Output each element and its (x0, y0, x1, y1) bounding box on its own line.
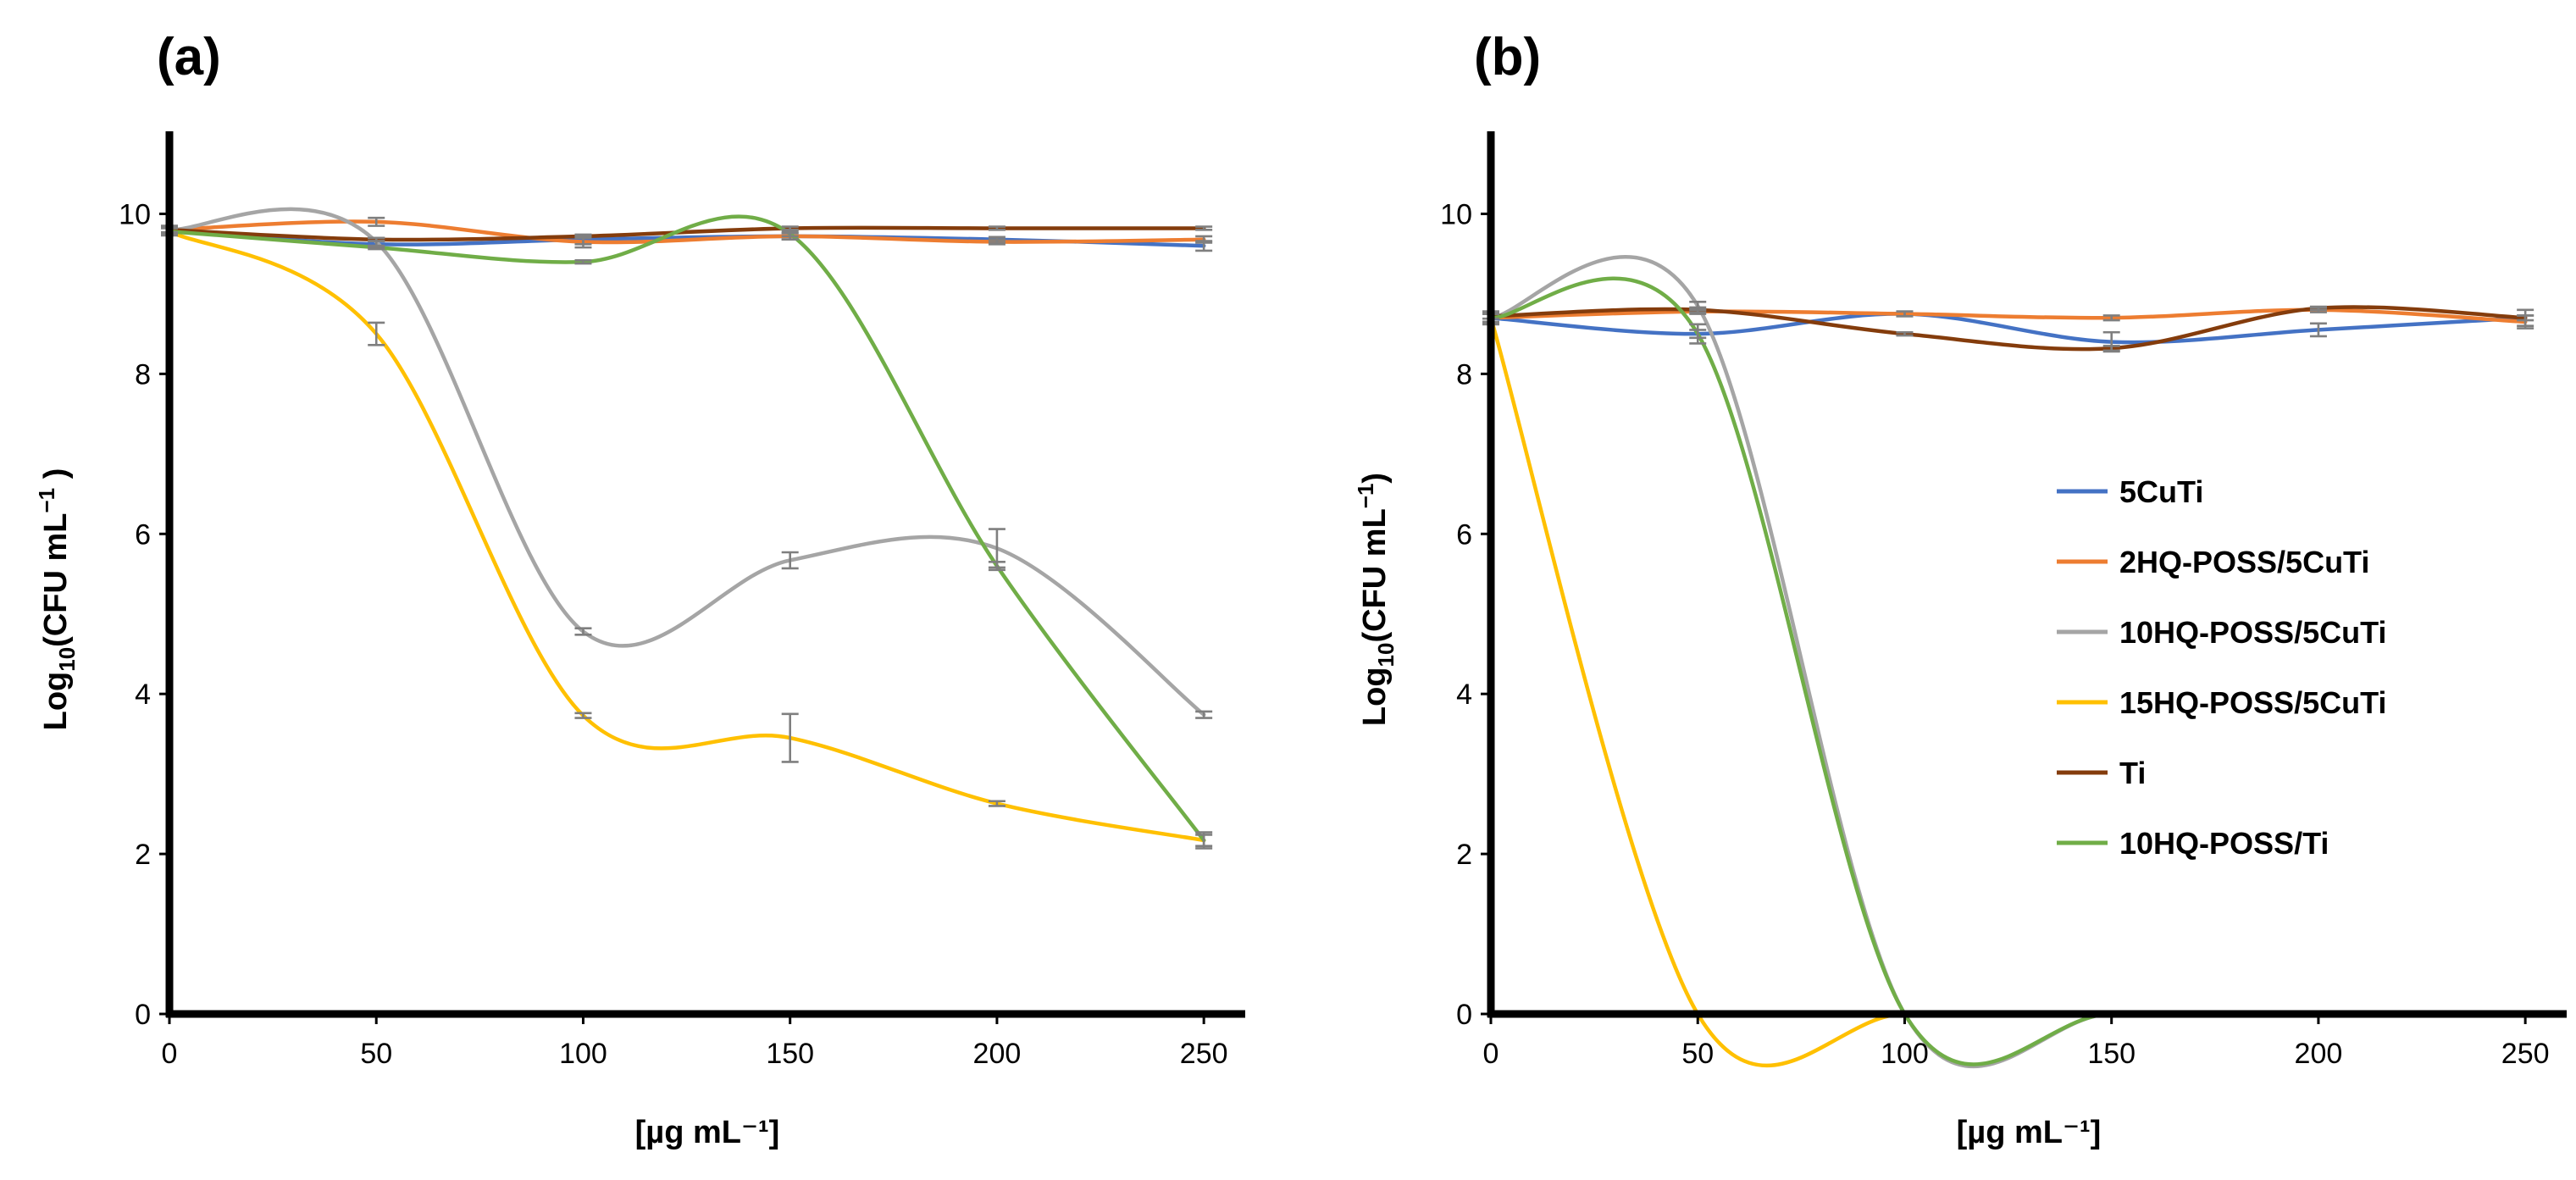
y-tick-label: 2 (1456, 839, 1472, 871)
x-tick-label: 50 (1681, 1038, 1714, 1070)
error-bar-15hq-poss-5cuti (988, 800, 1005, 807)
y-tick-label: 10 (1440, 198, 1472, 230)
series-line-ti (1488, 305, 2528, 352)
error-bar-ti (2102, 345, 2120, 352)
series-line-2hq-poss-5cuti (1488, 307, 2528, 324)
y-axis-title: Log10(CFU mL−1 ) (34, 468, 80, 731)
error-bar-ti (781, 225, 799, 231)
series-line-10hq-poss-5cuti (167, 207, 1206, 717)
x-tick-label: 200 (973, 1038, 1022, 1070)
error-bar-ti (368, 236, 385, 242)
x-tick-label: 150 (2087, 1038, 2136, 1070)
legend: 5CuTi 2HQ-POSS/5CuTi 10HQ-POSS/5CuTi 15HQ-P… (2057, 474, 2386, 861)
error-bar-ti (988, 225, 1005, 231)
series-line-5cuti (1488, 312, 2528, 345)
legend-item-2hq-poss-5cuti: 2HQ-POSS/5CuTi (2057, 545, 2369, 579)
legend-item-ti: Ti (2057, 756, 2146, 790)
series-line-10hq-poss-5cuti (1488, 255, 2528, 1069)
legend-label: Ti (2119, 756, 2146, 790)
legend-item-15hq-poss-5cuti: 15HQ-POSS/5CuTi (2057, 685, 2386, 720)
error-bar-ti (2517, 314, 2534, 322)
y-tick-label: 2 (135, 839, 151, 871)
y-tick-label: 4 (1456, 679, 1472, 711)
error-bar-10hq-poss-ti (781, 230, 799, 238)
legend-item-5cuti: 5CuTi (2057, 474, 2203, 509)
x-axis-title: [µg mL⁻¹] (635, 1115, 780, 1150)
series-group (1482, 255, 2534, 1069)
error-bar-ti (1689, 306, 1707, 313)
legend-label: 10HQ-POSS/5CuTi (2119, 615, 2386, 650)
y-tick-label: 6 (135, 518, 151, 551)
series-group (161, 207, 1213, 850)
x-tick-label: 150 (766, 1038, 814, 1070)
legend-item-10hq-poss-ti: 10HQ-POSS/Ti (2057, 826, 2329, 861)
error-bar-10hq-poss-ti (1195, 831, 1213, 850)
error-bar-2hq-poss-5cuti (1195, 235, 1213, 244)
series-line-10hq-poss-ti (1488, 276, 2528, 1066)
y-axis-title-part: −1 (1353, 484, 1378, 509)
legend-label: 15HQ-POSS/5CuTi (2119, 685, 2386, 720)
x-tick-label: 200 (2295, 1038, 2343, 1070)
y-axis-title-part: ) (1357, 473, 1393, 484)
series-line-15hq-poss-5cuti (167, 229, 1206, 843)
y-axis-title-part: Log (1357, 667, 1393, 726)
error-bar-15hq-poss-5cuti (574, 712, 592, 719)
y-tick-label: 8 (135, 358, 151, 391)
error-bar-10hq-poss-ti (1689, 323, 1707, 345)
x-tick-label: 0 (162, 1038, 178, 1070)
y-tick-label: 8 (1456, 358, 1472, 391)
error-bar-10hq-poss-5cuti (1195, 710, 1213, 719)
error-bar-10hq-poss-ti (988, 561, 1005, 572)
series-line-ti (167, 225, 1206, 242)
y-tick-label: 0 (1456, 999, 1472, 1031)
x-tick-label: 0 (1483, 1038, 1499, 1070)
error-bar-ti (1896, 330, 1914, 337)
error-bar-2hq-poss-5cuti (988, 238, 1005, 246)
error-bar-2hq-poss-5cuti (2102, 314, 2120, 322)
legend-label: 10HQ-POSS/Ti (2119, 826, 2329, 861)
y-axis-title: Log10(CFU mL−1) (1353, 473, 1399, 726)
panel-label: (b) (1474, 28, 1541, 86)
error-bar-15hq-poss-5cuti (368, 321, 385, 346)
legend-label: 5CuTi (2119, 474, 2203, 509)
panel-label: (a) (157, 28, 221, 86)
x-tick-label: 250 (1180, 1038, 1228, 1070)
y-tick-label: 10 (119, 198, 151, 230)
y-tick-label: 0 (135, 999, 151, 1031)
y-tick-label: 4 (135, 679, 151, 711)
error-bar-ti (574, 233, 592, 240)
legend-item-10hq-poss-5cuti: 10HQ-POSS/5CuTi (2057, 615, 2386, 650)
y-axis-title-part: Log (38, 672, 74, 731)
error-bar-10hq-poss-ti (368, 244, 385, 251)
x-tick-label: 100 (1881, 1038, 1929, 1070)
legend-label: 2HQ-POSS/5CuTi (2119, 545, 2369, 579)
error-bar-5cuti (2309, 322, 2327, 338)
y-axis-title-part: (CFU mL (1357, 508, 1393, 642)
error-bar-15hq-poss-5cuti (781, 712, 799, 763)
y-axis-title-part: (CFU mL (38, 513, 74, 647)
error-bar-10hq-poss-5cuti (574, 627, 592, 636)
x-tick-label: 100 (559, 1038, 607, 1070)
error-bar-10hq-poss-5cuti (781, 551, 799, 570)
error-bar-10hq-poss-ti (574, 258, 592, 265)
error-bar-ti (1195, 225, 1213, 231)
x-tick-label: 250 (2501, 1038, 2550, 1070)
error-bar-2hq-poss-5cuti (368, 216, 385, 227)
x-axis-title: [µg mL⁻¹] (1957, 1115, 2102, 1150)
y-axis-title-part: −1 (34, 488, 59, 513)
y-tick-label: 6 (1456, 518, 1472, 551)
y-axis-title-part: 10 (54, 647, 80, 672)
error-bar-ti (2309, 305, 2327, 312)
y-axis-title-part: ) (38, 468, 74, 488)
error-bar-2hq-poss-5cuti (1896, 310, 1914, 318)
y-axis-title-part: 10 (1373, 643, 1399, 668)
x-tick-label: 50 (360, 1038, 392, 1070)
